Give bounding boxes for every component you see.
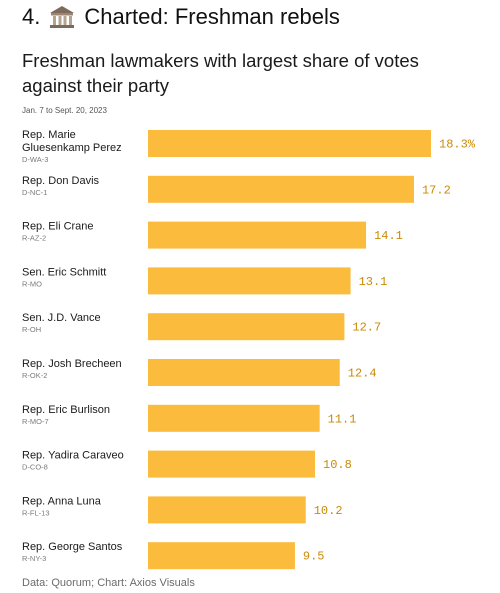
value-label: 18.3% <box>439 138 476 152</box>
value-label: 13.1 <box>359 275 388 289</box>
category-label: Rep. Yadira Caraveo <box>22 450 124 462</box>
bar <box>148 313 345 341</box>
headline: 4. Charted: Freshman rebels <box>22 4 340 30</box>
category-label: Rep. Anna Luna <box>22 495 102 507</box>
chart-subtitle: Jan. 7 to Sept. 20, 2023 <box>22 106 107 115</box>
bar <box>148 175 414 203</box>
bar <box>148 542 295 570</box>
category-sublabel: R-MO <box>22 279 42 288</box>
category-sublabel: R-AZ-2 <box>22 234 46 243</box>
category-sublabel: D-WA-3 <box>22 155 48 164</box>
category-label: Rep. Eric Burlison <box>22 404 110 416</box>
bar <box>148 267 351 295</box>
value-label: 12.4 <box>348 367 377 381</box>
value-label: 14.1 <box>374 229 403 243</box>
category-label: Rep. Marie Gluesenkamp Perez <box>22 129 122 154</box>
headline-number: 4. <box>22 4 41 29</box>
value-label: 10.2 <box>314 504 343 518</box>
value-label: 17.2 <box>422 183 451 197</box>
chart-title: Freshman lawmakers with largest share of… <box>22 50 419 96</box>
government-building-icon <box>50 6 75 28</box>
value-label: 10.8 <box>323 458 352 472</box>
source-note: Data: Quorum; Chart: Axios Visuals <box>22 577 195 589</box>
category-label: Sen. J.D. Vance <box>22 312 101 324</box>
bar <box>148 496 306 524</box>
category-sublabel: R-OK-2 <box>22 371 47 380</box>
bar <box>148 450 316 478</box>
bar <box>148 359 340 386</box>
bar <box>148 221 367 249</box>
bar <box>148 404 320 432</box>
category-sublabel: D-CO-8 <box>22 463 48 472</box>
category-label: Rep. Eli Crane <box>22 221 94 233</box>
category-sublabel: D-NC-1 <box>22 188 47 197</box>
value-label: 9.5 <box>303 550 325 564</box>
category-sublabel: R-MO-7 <box>22 417 49 426</box>
category-label: Rep. Josh Brecheen <box>22 358 122 370</box>
value-label: 12.7 <box>352 321 381 335</box>
value-label: 11.1 <box>328 412 357 426</box>
bar <box>148 130 431 157</box>
category-label: Rep. George Santos <box>22 541 123 553</box>
category-label: Rep. Don Davis <box>22 175 100 187</box>
category-label: Sen. Eric Schmitt <box>22 266 106 278</box>
category-sublabel: R-OH <box>22 325 41 334</box>
headline-text: Charted: Freshman rebels <box>84 4 340 29</box>
category-sublabel: R-NY-3 <box>22 554 46 563</box>
category-sublabel: R-FL-13 <box>22 508 50 517</box>
